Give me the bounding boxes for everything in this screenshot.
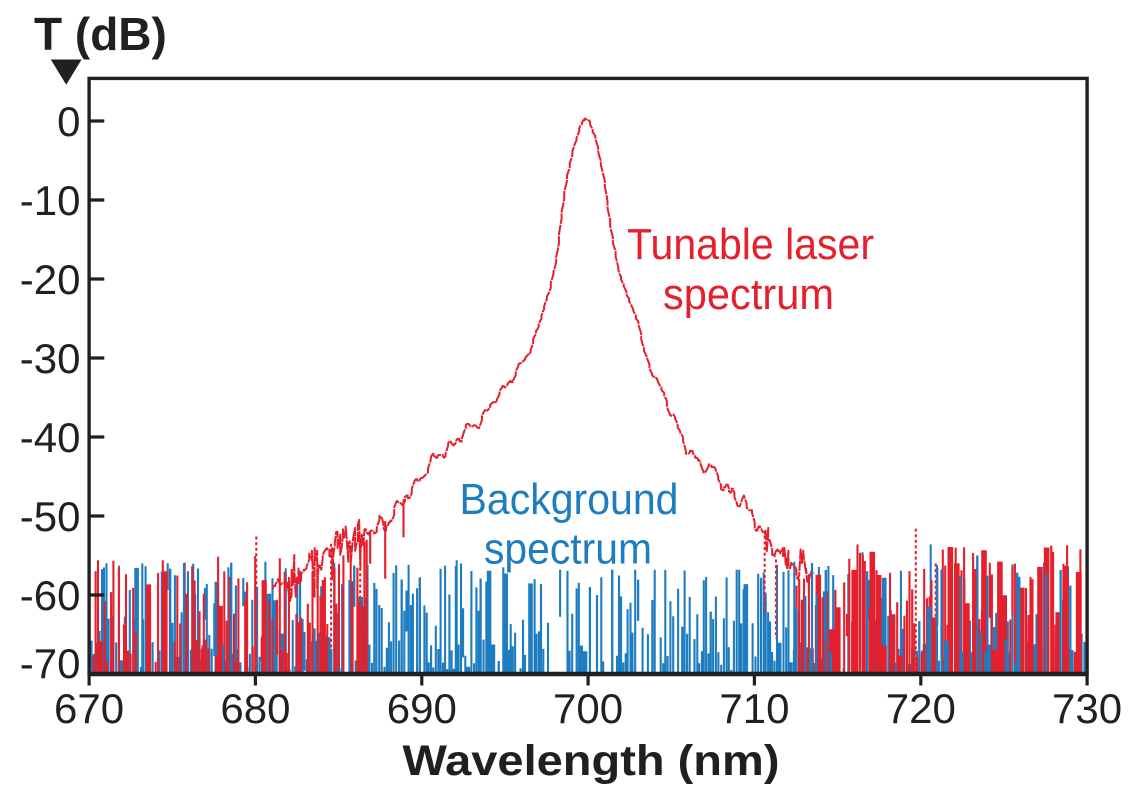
svg-text:720: 720 <box>886 685 956 732</box>
svg-text:700: 700 <box>553 685 623 732</box>
svg-text:-50: -50 <box>20 493 81 540</box>
svg-text:670: 670 <box>54 685 124 732</box>
svg-text:Wavelength (nm): Wavelength (nm) <box>403 737 780 785</box>
svg-text:-20: -20 <box>20 256 81 303</box>
svg-text:-70: -70 <box>20 640 81 687</box>
svg-text:730: 730 <box>1052 685 1122 732</box>
svg-text:-60: -60 <box>20 572 81 619</box>
svg-text:-10: -10 <box>20 177 81 224</box>
svg-text:T (dB): T (dB) <box>34 8 167 60</box>
svg-text:Background: Background <box>460 475 679 524</box>
svg-text:spectrum: spectrum <box>484 525 652 574</box>
svg-text:0: 0 <box>57 98 80 145</box>
svg-text:710: 710 <box>719 685 789 732</box>
svg-text:680: 680 <box>220 685 290 732</box>
svg-text:-40: -40 <box>20 414 81 461</box>
svg-text:spectrum: spectrum <box>663 270 834 319</box>
svg-text:690: 690 <box>387 685 457 732</box>
svg-text:-30: -30 <box>20 335 81 382</box>
svg-text:Tunable laser: Tunable laser <box>627 220 874 269</box>
